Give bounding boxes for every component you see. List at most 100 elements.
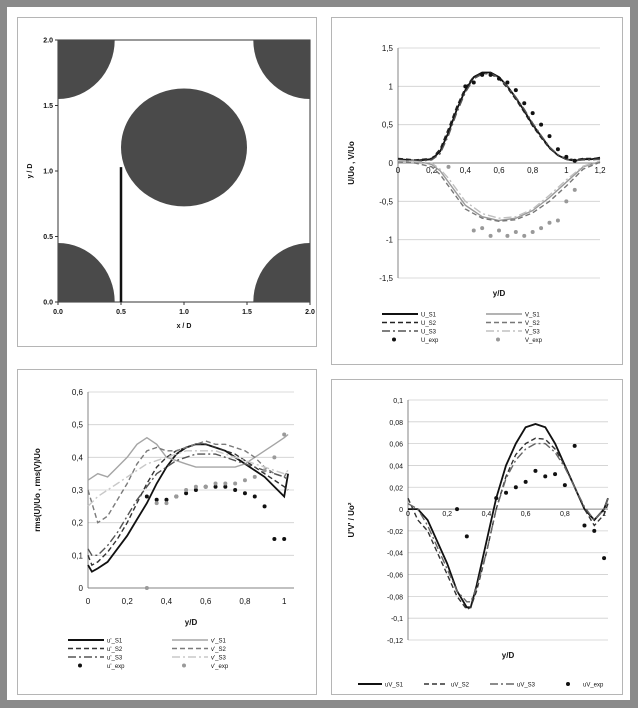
data-point xyxy=(472,81,476,85)
xtick-label: 0,2 xyxy=(122,597,134,606)
data-point xyxy=(253,495,257,499)
ytick-label: -0,1 xyxy=(391,616,403,623)
data-point xyxy=(582,523,586,527)
data-point xyxy=(522,101,526,105)
xtick-label: 0,4 xyxy=(482,511,492,518)
legend-label: u'_S3 xyxy=(107,656,123,662)
series-line xyxy=(408,438,608,609)
series-line xyxy=(408,444,608,602)
series-line xyxy=(408,424,608,607)
rms-chart: 0,6 0,5 0,4 0,3 0,2 0,1 00 0,2 0,4 0,6 0,8 1 y/D rms(… xyxy=(18,370,316,694)
data-point xyxy=(194,485,198,489)
velocity-panel: 1,5 1 0,5 0 -0,5 -1 -1,5 0 0,2 0,4 0,6 0,8 1 1,2 y/D U/… xyxy=(331,17,623,365)
geo-ytick-label: 1.5 xyxy=(43,103,53,110)
reynolds-stress-panel: 0,1 0,08 0,06 0,04 0,02 0 -0,02 -0,04 -0,06 -0,08… xyxy=(331,379,623,695)
data-point xyxy=(155,501,159,505)
ytick-label: 0,2 xyxy=(72,519,84,528)
ytick-label: 0 xyxy=(399,507,403,514)
xtick-label: 0 xyxy=(86,597,91,606)
data-point xyxy=(184,488,188,492)
data-point xyxy=(233,488,237,492)
data-point xyxy=(497,228,501,232)
data-point xyxy=(204,485,208,489)
legend-label: uV_exp xyxy=(583,683,604,689)
xtick-label: 0,8 xyxy=(527,166,539,175)
data-point xyxy=(563,483,567,487)
series-line xyxy=(398,73,600,161)
ytick-label: -0,04 xyxy=(387,551,403,558)
ytick-label: 0,3 xyxy=(72,486,84,495)
ytick-label: -0,02 xyxy=(387,529,403,536)
legend-label: uV_S1 xyxy=(385,683,404,689)
legend-label: U_S1 xyxy=(421,313,437,319)
data-point xyxy=(282,432,286,436)
legend-label: uV_S2 xyxy=(451,683,470,689)
geo-xtick-label: 0.0 xyxy=(53,309,63,316)
geometry-panel: 0.0 0.5 1.0 1.5 2.0 0.0 0.5 1.0 1.5 2.0 x / Dy / D xyxy=(17,17,317,347)
xtick-label: 1 xyxy=(282,597,287,606)
geo-xtick-label: 2.0 xyxy=(305,309,315,316)
xtick-label: 0 xyxy=(396,166,401,175)
legend-label: U_S3 xyxy=(421,330,437,336)
legend-swatch xyxy=(392,338,396,342)
data-point xyxy=(145,586,149,590)
chart-ylabel: rms(U)/Uo , rms(V)/Uo xyxy=(33,448,42,532)
xtick-label: 0,2 xyxy=(442,511,452,518)
data-point xyxy=(253,475,257,479)
data-point xyxy=(272,537,276,541)
data-point xyxy=(472,228,476,232)
data-point xyxy=(553,472,557,476)
data-point xyxy=(556,147,560,151)
ytick-label: 0,1 xyxy=(393,398,403,405)
chart-ylabel: U'V' / Uo² xyxy=(347,502,356,537)
legend-label: V_exp xyxy=(525,338,543,344)
ytick-label: 0,06 xyxy=(389,442,403,449)
data-point xyxy=(282,537,286,541)
geo-ytick-label: 0.5 xyxy=(43,234,53,241)
geometry-diagram: 0.0 0.5 1.0 1.5 2.00.00.51.01.52.0x / Dy / D xyxy=(18,18,316,346)
data-point xyxy=(573,444,577,448)
ytick-label: -0,08 xyxy=(387,594,403,601)
data-point xyxy=(447,165,451,169)
data-point xyxy=(522,234,526,238)
legend-swatch xyxy=(78,664,82,668)
series-line xyxy=(88,444,288,571)
data-point xyxy=(539,123,543,127)
data-point xyxy=(480,226,484,230)
data-point xyxy=(272,455,276,459)
legend-swatch xyxy=(182,664,186,668)
data-point xyxy=(494,496,498,500)
legend-label: u'_S2 xyxy=(107,647,123,653)
ytick-label: 0,02 xyxy=(389,485,403,492)
legend-label: u'_S1 xyxy=(107,639,123,645)
ytick-label: 0,5 xyxy=(382,121,394,130)
geo-ytick-label: 0.0 xyxy=(43,300,53,307)
data-point xyxy=(514,485,518,489)
series-line xyxy=(88,441,288,523)
data-point xyxy=(539,226,543,230)
chart-xlabel: y/D xyxy=(502,651,515,660)
data-point xyxy=(164,501,168,505)
xtick-label: 0,4 xyxy=(161,597,173,606)
data-point xyxy=(263,504,267,508)
ytick-label: 1 xyxy=(389,82,394,91)
geo-ylabel: y / D xyxy=(27,164,34,179)
data-point xyxy=(524,480,528,484)
geo-xtick-label: 1.0 xyxy=(179,309,189,316)
legend-label: V_S3 xyxy=(525,330,540,336)
data-point xyxy=(497,77,501,81)
legend-label: U_exp xyxy=(421,338,439,344)
data-point xyxy=(573,159,577,163)
legend-label: u'_exp xyxy=(107,664,125,670)
chart-ylabel: U/Uo , V/Uo xyxy=(347,141,356,185)
legend-label: v'_S1 xyxy=(211,639,226,645)
data-point xyxy=(573,188,577,192)
ytick-label: 0 xyxy=(79,584,84,593)
xtick-label: 0,6 xyxy=(493,166,505,175)
ytick-label: -0,06 xyxy=(387,573,403,580)
legend-label: V_S2 xyxy=(525,321,540,327)
ytick-label: -1,5 xyxy=(379,274,393,283)
legend-swatch xyxy=(496,338,500,342)
data-point xyxy=(505,234,509,238)
reynolds-stress-chart: 0,10,080,060,040,020-0,02-0,04-0,06-0,08… xyxy=(332,380,622,694)
